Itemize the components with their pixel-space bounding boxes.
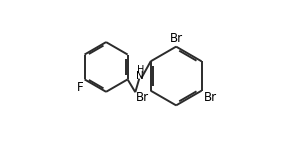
Text: Br: Br — [136, 91, 149, 104]
Text: F: F — [77, 81, 83, 94]
Text: H: H — [137, 65, 145, 75]
Text: Br: Br — [170, 32, 183, 45]
Text: N: N — [136, 71, 144, 81]
Text: Br: Br — [204, 91, 217, 104]
